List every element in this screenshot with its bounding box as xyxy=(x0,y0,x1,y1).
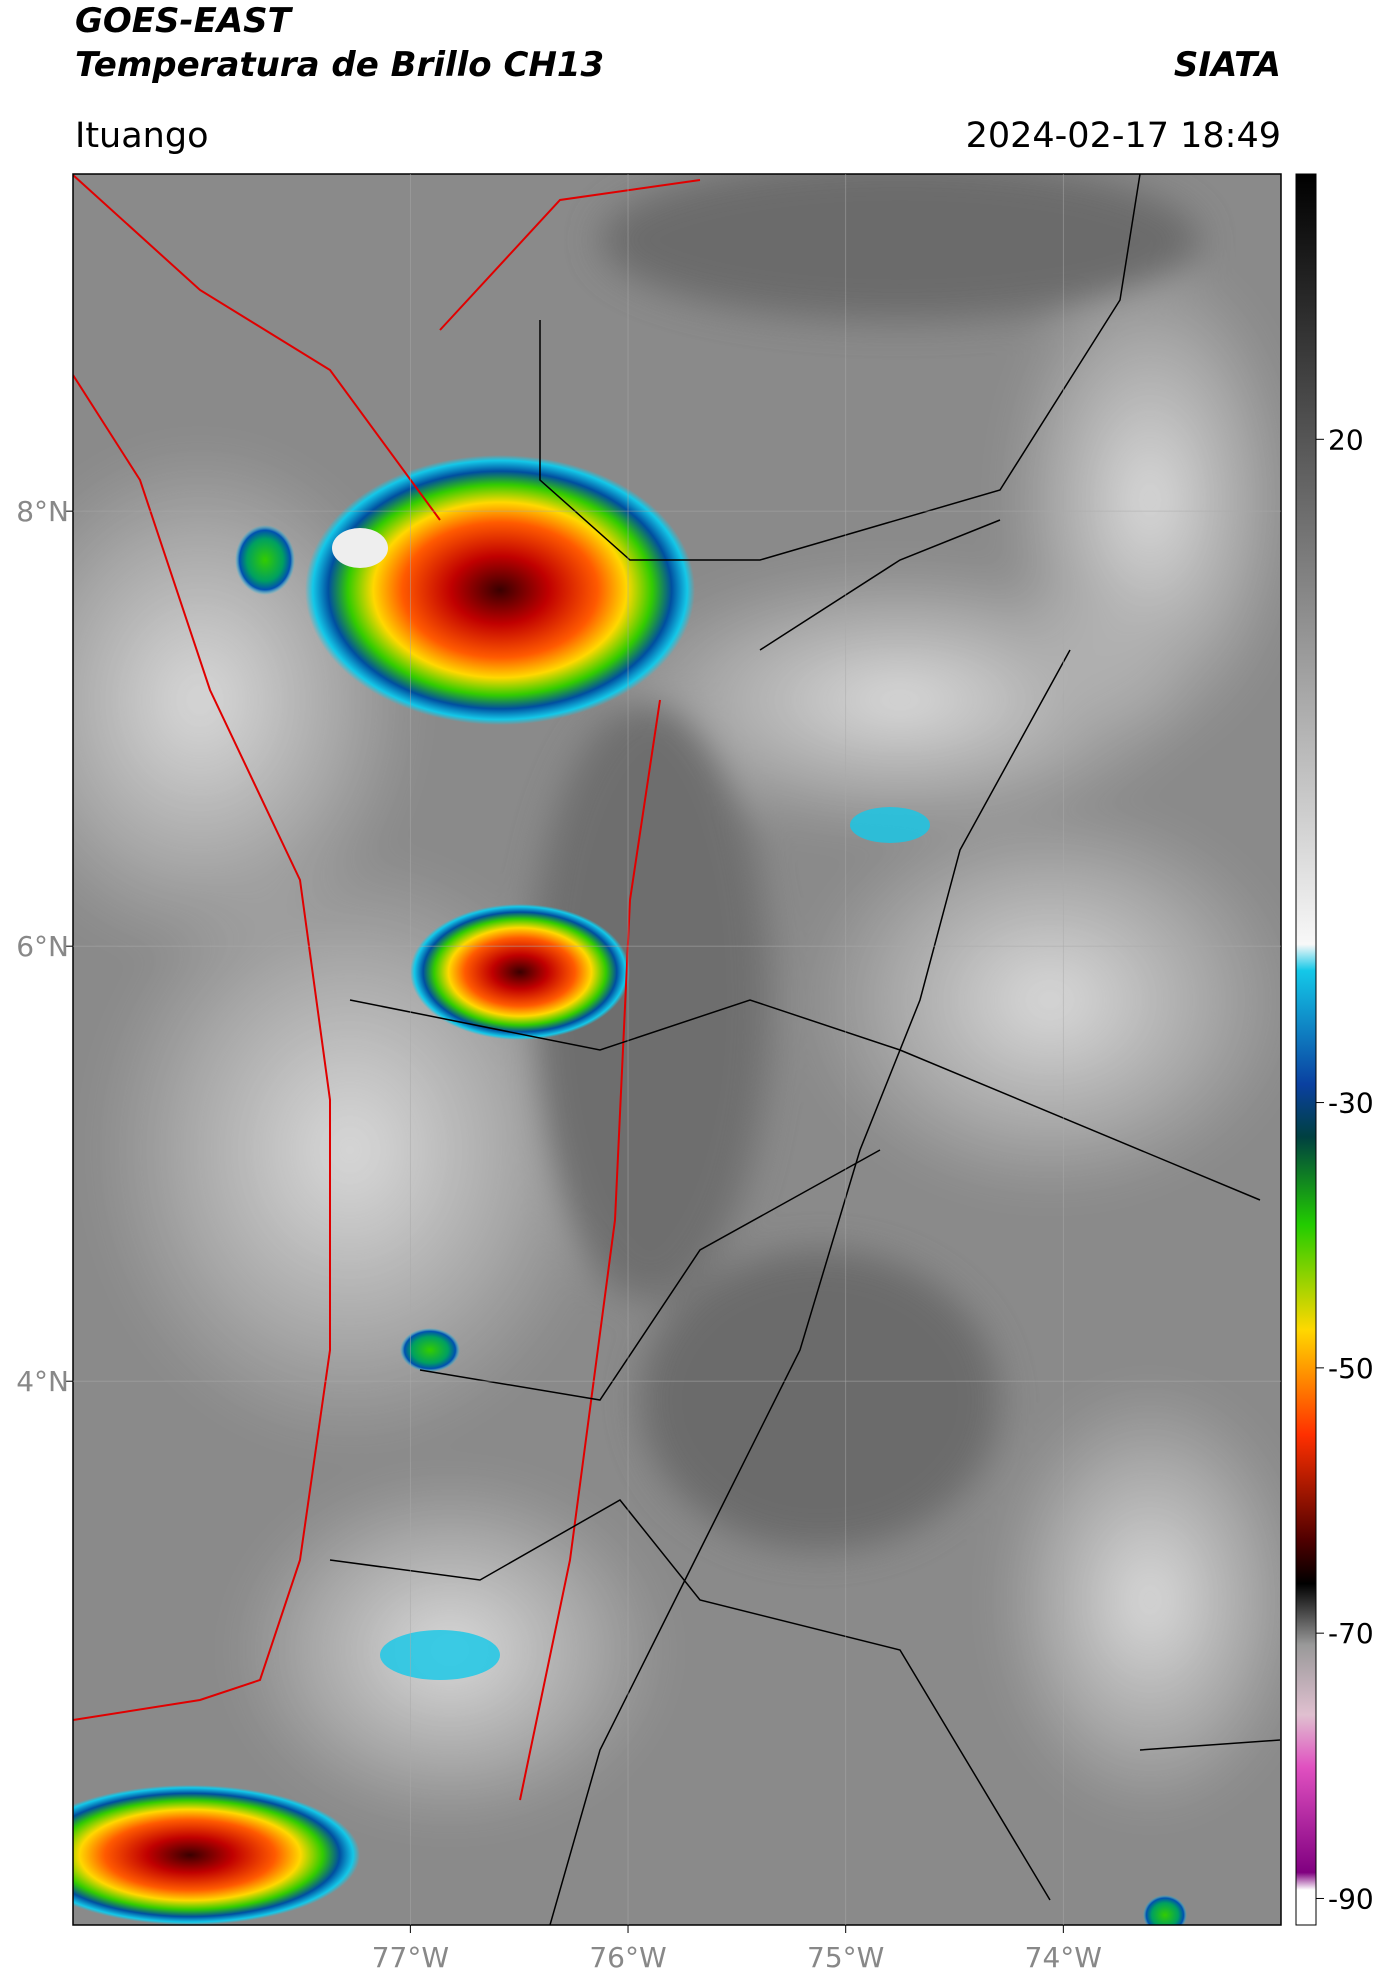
colorbar-tick-label: -30 xyxy=(1328,1087,1374,1120)
y-tick-label: 8°N xyxy=(16,495,69,528)
colorbar-tick-label: -90 xyxy=(1328,1882,1374,1915)
map-frame xyxy=(72,173,1282,1926)
x-tick-label: 74°W xyxy=(1025,1941,1102,1974)
x-tick-label: 77°W xyxy=(372,1941,449,1974)
title: GOES-EAST xyxy=(75,1,294,41)
colorbar-tick-label: -70 xyxy=(1328,1617,1374,1650)
y-tick-label: 6°N xyxy=(16,930,69,963)
satellite-image xyxy=(73,174,1281,1925)
subtitle: Temperatura de Brillo CH13 xyxy=(75,45,604,85)
axes: 77°W 76°W 75°W 74°W 8°N 6°N 4°N 20 -30 -50 -70 -90 xyxy=(16,174,1374,1974)
colorbar xyxy=(1295,173,1317,1926)
y-tick-label: 4°N xyxy=(16,1365,69,1398)
datetime: 2024-02-17 18:49 xyxy=(966,116,1281,156)
colorbar-tick-label: 20 xyxy=(1328,423,1364,456)
x-tick-label: 75°W xyxy=(807,1941,884,1974)
colorbar-tick-label: -50 xyxy=(1328,1352,1374,1385)
location: Ituango xyxy=(75,116,209,156)
x-tick-label: 76°W xyxy=(589,1941,666,1974)
brand: SIATA xyxy=(1174,45,1281,85)
